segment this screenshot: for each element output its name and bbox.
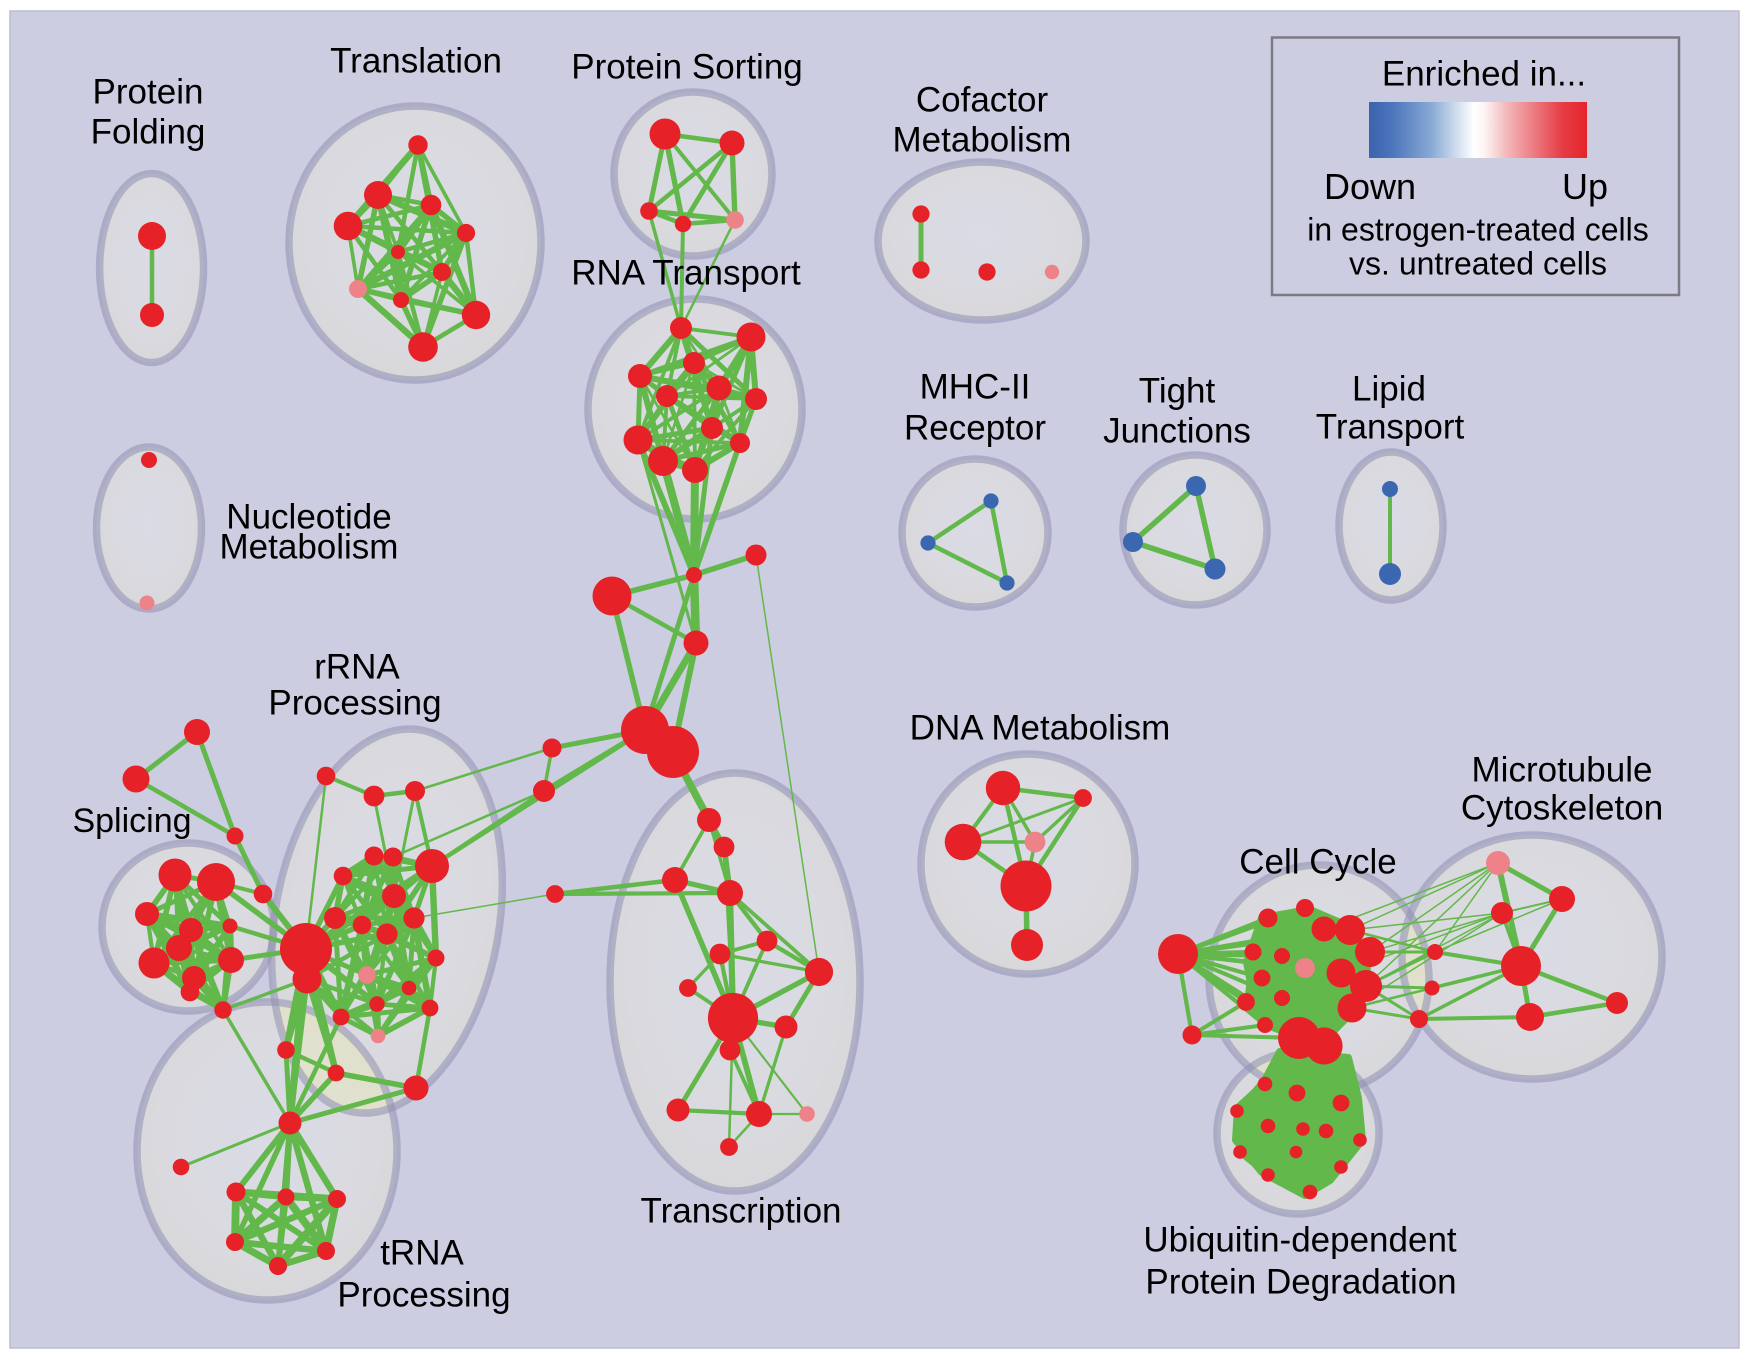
svg-text:Transport: Transport	[1316, 408, 1465, 447]
svg-text:Microtubule: Microtubule	[1472, 751, 1653, 790]
svg-text:Junctions: Junctions	[1103, 412, 1251, 451]
svg-text:Ubiquitin-dependent: Ubiquitin-dependent	[1143, 1221, 1457, 1260]
svg-text:MHC-II: MHC-II	[920, 368, 1031, 407]
svg-text:Transcription: Transcription	[641, 1192, 842, 1231]
svg-text:Cell Cycle: Cell Cycle	[1239, 843, 1397, 882]
svg-text:Splicing: Splicing	[72, 802, 191, 840]
svg-text:Down: Down	[1324, 166, 1416, 207]
svg-text:Enriched in...: Enriched in...	[1382, 55, 1586, 94]
svg-text:Folding: Folding	[91, 113, 206, 152]
svg-text:Processing: Processing	[268, 684, 441, 723]
svg-text:Nucleotide: Nucleotide	[226, 498, 391, 537]
svg-text:DNA Metabolism: DNA Metabolism	[910, 709, 1171, 748]
svg-text:Protein: Protein	[93, 73, 204, 112]
svg-text:rRNA: rRNA	[314, 648, 400, 687]
svg-text:RNA Transport: RNA Transport	[571, 254, 801, 293]
svg-text:in estrogen-treated cells: in estrogen-treated cells	[1307, 212, 1649, 248]
svg-text:Processing: Processing	[337, 1276, 510, 1315]
svg-text:tRNA: tRNA	[380, 1234, 464, 1273]
svg-text:Tight: Tight	[1139, 372, 1216, 411]
svg-text:Lipid: Lipid	[1352, 370, 1426, 409]
svg-text:Translation: Translation	[330, 42, 502, 81]
svg-text:Metabolism: Metabolism	[893, 121, 1072, 160]
svg-text:Cofactor: Cofactor	[916, 81, 1049, 120]
svg-text:Up: Up	[1562, 166, 1608, 207]
svg-text:Receptor: Receptor	[904, 409, 1046, 448]
svg-text:Cytoskeleton: Cytoskeleton	[1461, 789, 1663, 828]
svg-text:vs. untreated cells: vs. untreated cells	[1349, 246, 1607, 282]
svg-text:Metabolism: Metabolism	[220, 528, 399, 567]
svg-text:Protein Degradation: Protein Degradation	[1145, 1263, 1456, 1302]
svg-text:Protein Sorting: Protein Sorting	[571, 48, 803, 87]
